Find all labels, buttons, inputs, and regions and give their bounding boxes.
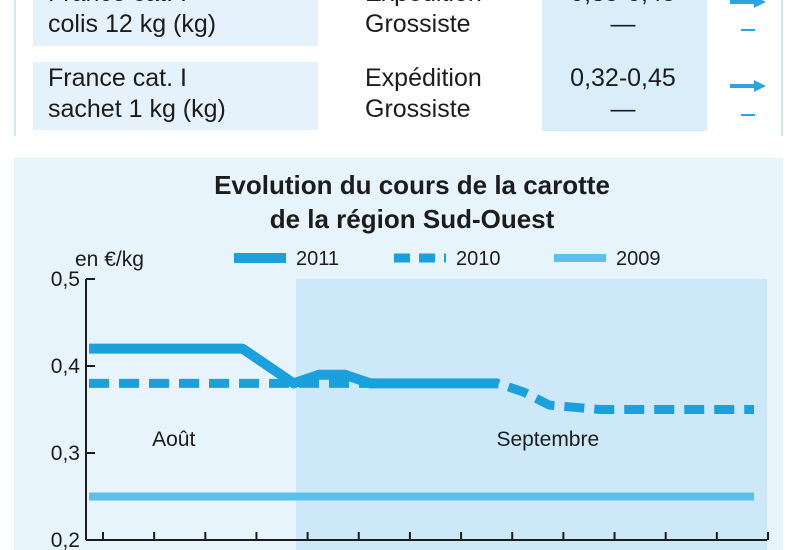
price-table: France cat. I colis 12 kg (kg) Expéditio… xyxy=(0,0,800,136)
series-line-2010 xyxy=(89,378,754,414)
y-tick-label: 0,4 xyxy=(51,355,81,378)
y-unit-label: en €/kg xyxy=(75,248,144,271)
trend-stable-arrow-icon xyxy=(730,80,766,92)
chart-panel: Evolution du cours de la carotte de la r… xyxy=(14,158,783,550)
table-left-rule xyxy=(14,0,16,136)
chart-title-line-2: de la région Sud-Ouest xyxy=(270,204,555,234)
product-line-2: sachet 1 kg (kg) xyxy=(48,95,226,123)
y-tick-label: 0,5 xyxy=(51,268,80,291)
table-row-1-product: France cat. I colis 12 kg (kg) xyxy=(48,0,216,40)
price-line-2: — xyxy=(610,95,636,123)
stage-line-2: Grossiste xyxy=(365,95,471,123)
table-row-1-price: 0,35-0,45 — xyxy=(568,0,678,40)
table-row-2-stage: Expédition Grossiste xyxy=(365,63,482,125)
chart-title-line-1: Evolution du cours de la carotte xyxy=(214,170,610,200)
product-line-1: France cat. I xyxy=(48,0,216,9)
series-line-2011 xyxy=(89,343,499,389)
stage-line-1: Expédition xyxy=(365,64,482,92)
legend-label-2009: 2009 xyxy=(616,248,661,270)
stage-line-2: Grossiste xyxy=(365,10,471,38)
table-right-rule xyxy=(781,0,783,136)
table-row-2-product: France cat. I sachet 1 kg (kg) xyxy=(48,63,226,125)
september-band xyxy=(296,279,767,550)
y-tick-label: 0,3 xyxy=(51,442,80,465)
table-row-1-stage: Expédition Grossiste xyxy=(365,0,482,40)
y-axis: 0,2 0,3 0,4 0,5 xyxy=(51,268,769,550)
y-tick-label: 0,2 xyxy=(51,529,80,550)
trend-dash-icon xyxy=(741,114,755,116)
price-line-1: 0,32-0,45 xyxy=(570,64,676,92)
stage-line-1: Expédition xyxy=(365,0,482,9)
month-label: Septembre xyxy=(496,428,599,451)
price-line-2: — xyxy=(610,10,636,38)
product-line-2: colis 12 kg (kg) xyxy=(48,10,217,38)
series-lines xyxy=(89,343,754,501)
month-label: Août xyxy=(152,428,195,451)
carrot-price-chart: Evolution du cours de la carotte de la r… xyxy=(51,170,769,550)
table-row-2-price: 0,32-0,45 — xyxy=(568,63,678,125)
price-line-1: 0,35-0,45 xyxy=(568,0,678,9)
product-cell-bg-2 xyxy=(33,62,318,130)
legend-label-2011: 2011 xyxy=(296,248,339,270)
chart-legend: 2011 2010 2009 xyxy=(234,248,661,270)
trend-dash-icon xyxy=(741,29,755,31)
product-cell-bg-1 xyxy=(33,0,318,46)
month-labels: Août Septembre xyxy=(152,428,599,451)
legend-label-2010: 2010 xyxy=(456,248,501,270)
trend-stable-arrow-icon xyxy=(730,0,766,8)
product-line-1: France cat. I xyxy=(48,64,187,92)
price-column-bg xyxy=(542,0,707,131)
